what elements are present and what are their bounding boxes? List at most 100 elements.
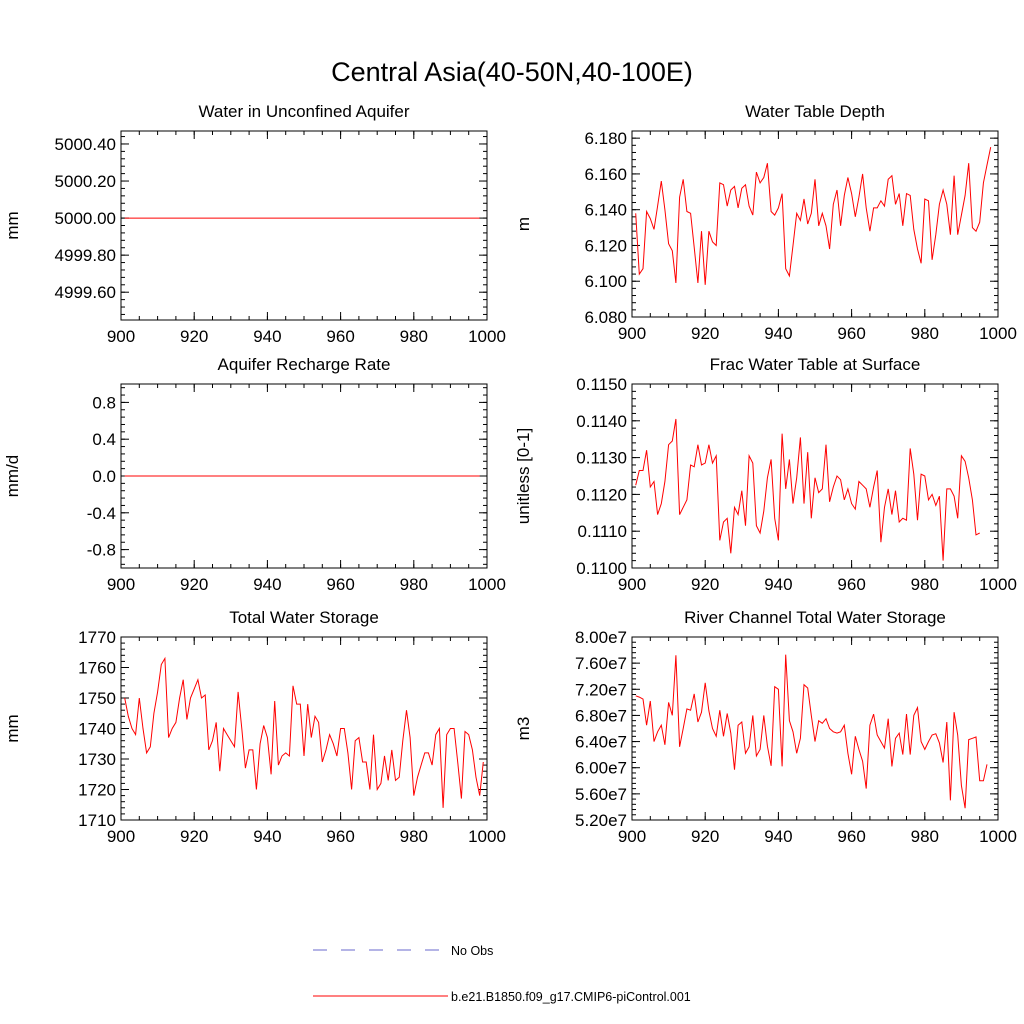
y-tick-label: 4999.60: [55, 283, 116, 302]
x-tick-label: 940: [253, 827, 281, 846]
y-tick-label: 0.1110: [578, 522, 627, 541]
panel-title: River Channel Total Water Storage: [684, 608, 946, 627]
chart-panel-6: River Channel Total Water Storage m3 900 92…: [514, 608, 1017, 846]
x-tick-label: 900: [618, 324, 646, 343]
x-tick-label: 940: [764, 827, 792, 846]
plot-frame: [120, 130, 488, 321]
y-tick-label: 1740: [78, 720, 116, 739]
panel-title: Water Table Depth: [745, 102, 885, 121]
x-tick-label: 940: [253, 327, 281, 346]
legend-model-label: b.e21.B1850.f09_g17.CMIP6-piControl.001: [451, 990, 691, 1004]
x-tick-label: 980: [911, 324, 939, 343]
x-tick-label: 940: [253, 575, 281, 594]
y-tick-label: 0.1150: [576, 375, 627, 394]
y-tick-label: 6.120: [584, 236, 627, 255]
y-tick-label: 6.00e7: [575, 759, 627, 778]
chart-panel-1: Water in Unconfined Aquifer mm 900 920 940 96…: [3, 102, 506, 346]
y-tick-label: 5000.20: [55, 172, 116, 191]
series-line: [635, 146, 992, 285]
y-tick-label: 0.0: [92, 467, 116, 486]
x-tick-label: 960: [326, 575, 354, 594]
x-tick-label: 1000: [468, 575, 506, 594]
plot-frame: [631, 636, 999, 821]
x-tick-label: 920: [180, 827, 208, 846]
y-tick-label: 1730: [78, 750, 116, 769]
x-tick-label: 1000: [468, 327, 506, 346]
panel-title: Aquifer Recharge Rate: [218, 355, 391, 374]
y-tick-label: 1710: [78, 811, 116, 830]
series-line: [635, 418, 980, 561]
plot-frame: [631, 130, 999, 318]
y-tick-label: 7.60e7: [575, 654, 627, 673]
x-tick-label: 960: [326, 827, 354, 846]
y-tick-label: 1750: [78, 689, 116, 708]
panels-container: Water in Unconfined Aquifer mm 900 920 940 96…: [3, 102, 1017, 846]
y-tick-label: 7.20e7: [575, 680, 627, 699]
y-tick-label: 1720: [78, 781, 116, 800]
panel-title: Frac Water Table at Surface: [710, 355, 921, 374]
x-tick-label: 960: [837, 324, 865, 343]
y-tick-label: 6.160: [584, 165, 627, 184]
x-tick-label: 960: [837, 827, 865, 846]
x-tick-label: 980: [911, 827, 939, 846]
x-tick-label: 980: [400, 827, 428, 846]
x-tick-label: 960: [837, 575, 865, 594]
y-tick-label: 1760: [78, 659, 116, 678]
chart-panel-5: Total Water Storage mm 900 920 940 960 980 1000…: [3, 608, 506, 846]
y-tick-label: 6.080: [584, 308, 627, 327]
x-tick-label: 940: [764, 324, 792, 343]
x-tick-label: 920: [691, 324, 719, 343]
x-tick-label: 1000: [979, 575, 1017, 594]
y-tick-label: -0.4: [87, 504, 116, 523]
y-tick-label: 0.1140: [576, 412, 627, 431]
plot-frame: [120, 636, 488, 821]
y-axis-label: unitless [0-1]: [514, 428, 533, 524]
y-tick-label: 0.4: [92, 430, 116, 449]
legend-obs-label: No Obs: [451, 944, 493, 958]
y-tick-label: 0.1120: [576, 485, 627, 504]
y-tick-label: 6.40e7: [575, 733, 627, 752]
x-tick-label: 1000: [979, 324, 1017, 343]
panel-title: Total Water Storage: [229, 608, 379, 627]
x-tick-label: 980: [911, 575, 939, 594]
y-tick-label: 0.1100: [576, 559, 627, 578]
y-tick-label: 1770: [78, 628, 116, 647]
y-tick-label: 4999.80: [55, 246, 116, 265]
y-axis-label: m: [514, 217, 533, 231]
series-line: [124, 656, 484, 808]
x-tick-label: 900: [107, 575, 135, 594]
chart-panel-2: Water Table Depth m 900 920 940 960 980 1000 6.0…: [514, 102, 1017, 343]
x-tick-label: 980: [400, 327, 428, 346]
chart-panel-4: Frac Water Table at Surface unitless [0-1…: [514, 355, 1017, 594]
y-tick-label: 5000.00: [55, 209, 116, 228]
x-tick-label: 980: [400, 575, 428, 594]
y-tick-label: 0.1130: [576, 449, 627, 468]
y-tick-label: 6.140: [584, 201, 627, 220]
series-line: [635, 654, 988, 809]
y-tick-label: 5.20e7: [575, 811, 627, 830]
y-axis-label: mm: [3, 211, 22, 239]
y-tick-label: 5.60e7: [575, 785, 627, 804]
chart-panel-3: Aquifer Recharge Rate mm/d 900 920 940 960 980…: [3, 355, 506, 594]
y-axis-label: m3: [514, 717, 533, 741]
x-tick-label: 900: [107, 327, 135, 346]
y-tick-label: -0.8: [87, 541, 116, 560]
x-tick-label: 920: [180, 575, 208, 594]
y-tick-label: 8.00e7: [575, 628, 627, 647]
x-tick-label: 1000: [979, 827, 1017, 846]
y-tick-label: 5000.40: [55, 135, 116, 154]
y-axis-label: mm/d: [3, 455, 22, 498]
x-tick-label: 900: [618, 575, 646, 594]
x-tick-label: 920: [691, 575, 719, 594]
x-tick-label: 900: [618, 827, 646, 846]
y-axis-label: mm: [3, 714, 22, 742]
panel-title: Water in Unconfined Aquifer: [198, 102, 409, 121]
x-tick-label: 1000: [468, 827, 506, 846]
legend: No Obs b.e21.B1850.f09_g17.CMIP6-piContr…: [313, 944, 691, 1004]
x-tick-label: 940: [764, 575, 792, 594]
plot-frame: [120, 383, 488, 569]
x-tick-label: 960: [326, 327, 354, 346]
x-tick-label: 920: [180, 327, 208, 346]
